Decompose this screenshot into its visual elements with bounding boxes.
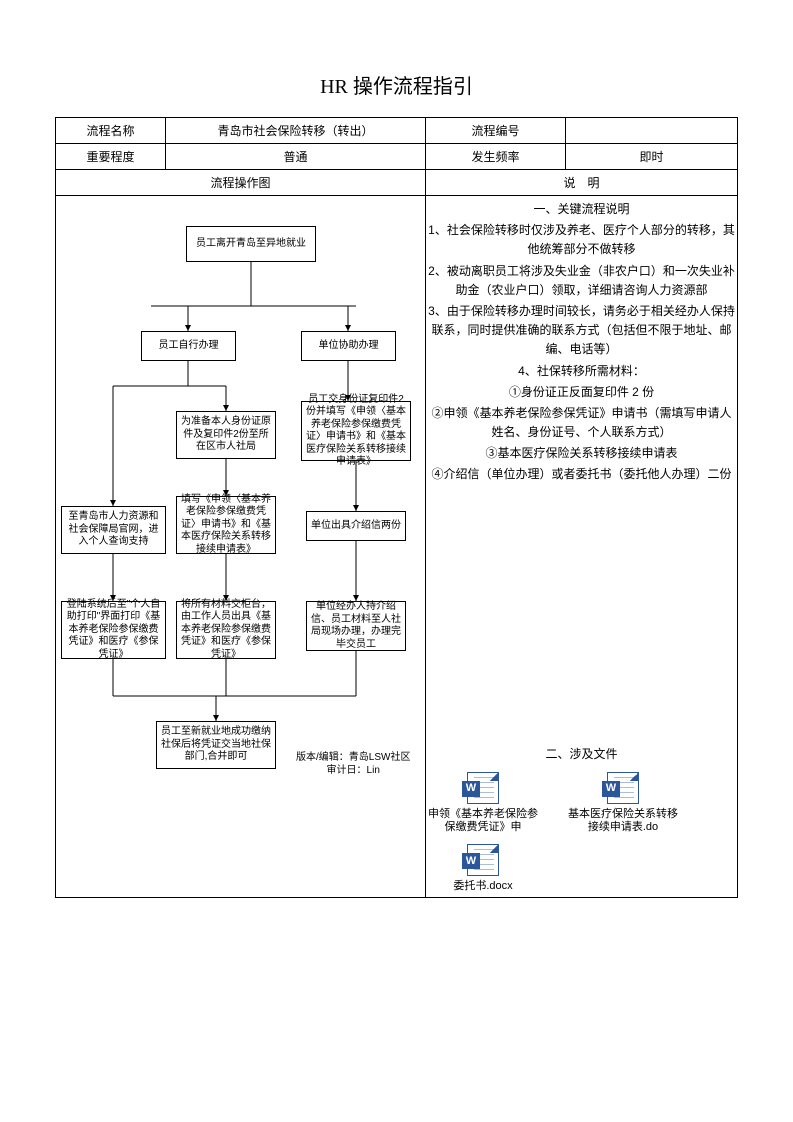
value-process-name: 青岛市社会保险转移（转出） bbox=[166, 118, 426, 144]
label-explain-col: 说 明 bbox=[426, 170, 738, 196]
flow-node: 将所有材料交柜台，由工作人员出具《基本养老保险参保缴费凭证》和医疗《参保凭证》 bbox=[176, 601, 276, 659]
page-title: HR 操作流程指引 bbox=[55, 70, 738, 99]
explain-item: ②申领《基本养老保险参保凭证》申请书（需填写申请人姓名、身份证号、个人联系方式） bbox=[428, 404, 735, 442]
flow-node: 单位经办人持介绍信、员工材料至人社局现场办理，办理完毕交员工 bbox=[306, 601, 406, 651]
word-doc-icon: W bbox=[467, 844, 499, 876]
explain-heading-1: 一、关键流程说明 bbox=[428, 200, 735, 219]
label-process-code: 流程编号 bbox=[426, 118, 566, 144]
doc-label: 委托书.docx bbox=[428, 880, 538, 893]
explain-item: 1、社会保险转移时仅涉及养老、医疗个人部分的转移，其他统筹部分不做转移 bbox=[428, 221, 735, 259]
label-flowchart-col: 流程操作图 bbox=[56, 170, 426, 196]
doc-label: 基本医疗保险关系转移接续申请表.do bbox=[568, 808, 678, 834]
flow-node: 单位出具介绍信两份 bbox=[306, 511, 406, 541]
header-row-2: 重要程度 普通 发生频率 即时 bbox=[56, 144, 738, 170]
explain-item: ④介绍信（单位办理）或者委托书（委托他人办理）二份 bbox=[428, 465, 735, 484]
explain-item: 2、被动离职员工将涉及失业金（非农户口）和一次失业补助金（农业户口）领取，详细请… bbox=[428, 262, 735, 300]
doc-icons: W 申领《基本养老保险参保缴费凭证》申 W 基本医疗保险关系转移接续申请表.do W 委托… bbox=[428, 772, 735, 894]
flow-node: 登陆系统后至"个人自助打印"界面打印《基本养老保险参保缴费凭证》和医疗《参保凭证… bbox=[61, 601, 166, 659]
doc-item[interactable]: W 委托书.docx bbox=[428, 844, 538, 893]
header-row-1: 流程名称 青岛市社会保险转移（转出） 流程编号 bbox=[56, 118, 738, 144]
explain-item: ③基本医疗保险关系转移接续申请表 bbox=[428, 444, 735, 463]
flowchart-cell: 员工离开青岛至异地就业员工自行办理 单位协助办理为准备本人身份证原件及复印件2份至… bbox=[56, 196, 426, 898]
header-table: 流程名称 青岛市社会保险转移（转出） 流程编号 重要程度 普通 发生频率 即时 … bbox=[55, 117, 738, 898]
value-importance: 普通 bbox=[166, 144, 426, 170]
label-process-name: 流程名称 bbox=[56, 118, 166, 144]
value-frequency: 即时 bbox=[566, 144, 738, 170]
doc-label: 申领《基本养老保险参保缴费凭证》申 bbox=[428, 808, 538, 834]
word-doc-icon: W bbox=[467, 772, 499, 804]
explain-cell: 一、关键流程说明 1、社会保险转移时仅涉及养老、医疗个人部分的转移，其他统筹部分… bbox=[426, 196, 738, 898]
flow-node: 员工交身份证复印件2份并填写《申领〈基本养老保险参保缴费凭证〉申请书》和《基本医… bbox=[301, 401, 411, 461]
flow-node: 至青岛市人力资源和社会保障局官网，进入个人查询支持 bbox=[61, 506, 166, 554]
explain-item: 3、由于保险转移办理时间较长，请务必于相关经办人保持联系，同时提供准确的联系方式… bbox=[428, 302, 735, 360]
value-process-code bbox=[566, 118, 738, 144]
explain-item: 4、社保转移所需材料： bbox=[428, 362, 735, 381]
flow-footnote: 版本/编辑：青岛LSW社区审计日：Lin bbox=[296, 751, 410, 777]
label-importance: 重要程度 bbox=[56, 144, 166, 170]
doc-item[interactable]: W 申领《基本养老保险参保缴费凭证》申 bbox=[428, 772, 538, 834]
explain-item: ①身份证正反面复印件 2 份 bbox=[428, 383, 735, 402]
explain-heading-2: 二、涉及文件 bbox=[428, 745, 735, 764]
doc-section: 二、涉及文件 W 申领《基本养老保险参保缴费凭证》申 W 基本医疗保险关系转移接续申请… bbox=[428, 745, 735, 894]
flow-node: 填写《申领〈基本养老保险参保缴费凭证〉申请书》和《基本医疗保险关系转移接续申请表… bbox=[176, 496, 276, 554]
doc-item[interactable]: W 基本医疗保险关系转移接续申请表.do bbox=[568, 772, 678, 834]
body-row: 员工离开青岛至异地就业员工自行办理 单位协助办理为准备本人身份证原件及复印件2份至… bbox=[56, 196, 738, 898]
flow-node: 单位协助办理 bbox=[301, 331, 396, 361]
word-doc-icon: W bbox=[607, 772, 639, 804]
page: HR 操作流程指引 流程名称 青岛市社会保险转移（转出） 流程编号 重要程度 普… bbox=[0, 0, 793, 1122]
flow-node: 员工自行办理 bbox=[141, 331, 236, 361]
flow-node: 为准备本人身份证原件及复印件2份至所在区市人社局 bbox=[176, 411, 276, 459]
header-row-3: 流程操作图 说 明 bbox=[56, 170, 738, 196]
flow-node: 员工离开青岛至异地就业 bbox=[186, 226, 316, 262]
explain-items: 1、社会保险转移时仅涉及养老、医疗个人部分的转移，其他统筹部分不做转移2、被动离… bbox=[428, 221, 735, 484]
label-frequency: 发生频率 bbox=[426, 144, 566, 170]
flow-node: 员工至新就业地成功缴纳社保后将凭证交当地社保部门,合并即可 bbox=[156, 721, 276, 769]
